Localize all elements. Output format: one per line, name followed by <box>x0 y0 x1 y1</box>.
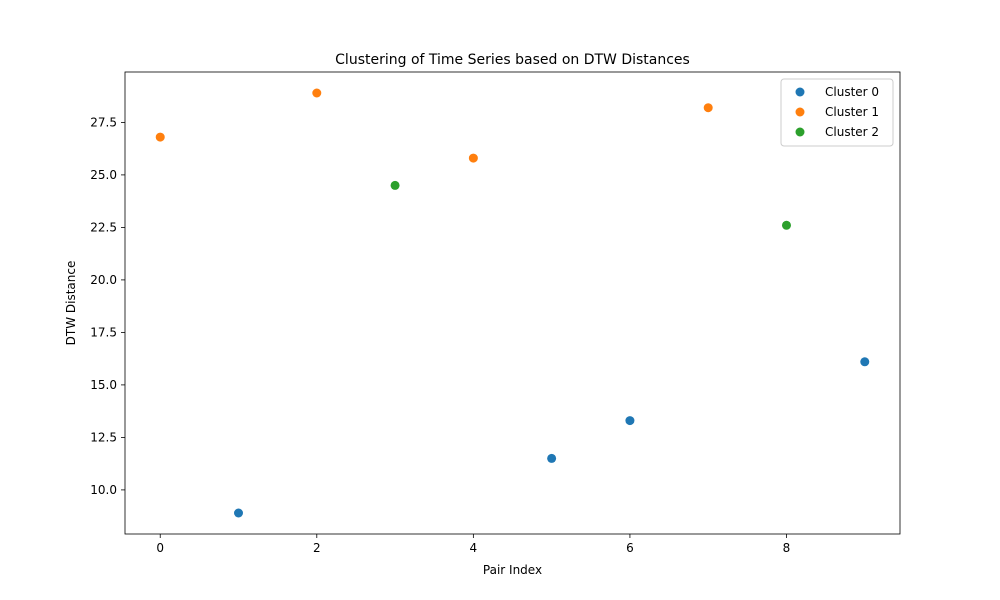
legend-label: Cluster 1 <box>825 105 879 119</box>
y-tick-label: 25.0 <box>90 168 117 182</box>
x-tick-label: 0 <box>156 541 164 555</box>
y-tick-label: 15.0 <box>90 378 117 392</box>
data-point <box>625 416 635 426</box>
legend-label: Cluster 2 <box>825 125 879 139</box>
y-tick-label: 22.5 <box>90 220 117 234</box>
y-axis-label: DTW Distance <box>64 261 78 346</box>
data-point <box>468 153 478 163</box>
legend-marker <box>795 107 805 117</box>
y-tick-label: 17.5 <box>90 325 117 339</box>
y-tick-label: 10.0 <box>90 483 117 497</box>
x-tick-label: 4 <box>470 541 478 555</box>
data-point <box>703 103 713 113</box>
axes-frame <box>124 71 901 535</box>
y-tick-label: 27.5 <box>90 115 117 129</box>
x-axis-label: Pair Index <box>483 563 542 577</box>
legend-box <box>780 78 894 147</box>
x-tick-label: 2 <box>313 541 321 555</box>
data-point <box>860 357 870 367</box>
data-point <box>390 180 400 190</box>
legend-marker <box>795 87 805 97</box>
data-point <box>312 88 322 98</box>
data-point <box>547 453 557 463</box>
data-point <box>155 132 165 142</box>
chart-title: Clustering of Time Series based on DTW D… <box>335 52 690 68</box>
y-tick-label: 12.5 <box>90 430 117 444</box>
data-point <box>234 508 244 518</box>
x-tick-label: 8 <box>783 541 791 555</box>
legend-label: Cluster 0 <box>825 85 879 99</box>
legend-marker <box>795 127 805 137</box>
plot-area: 0 2 4 6 8 10.0 12.5 15.0 17.5 20.0 22.5 25.0 27.5 <box>90 71 901 555</box>
legend: Cluster 0 Cluster 1 Cluster 2 <box>780 78 894 147</box>
x-tick-label: 6 <box>626 541 634 555</box>
y-tick-label: 20.0 <box>90 273 117 287</box>
data-point <box>781 220 791 230</box>
